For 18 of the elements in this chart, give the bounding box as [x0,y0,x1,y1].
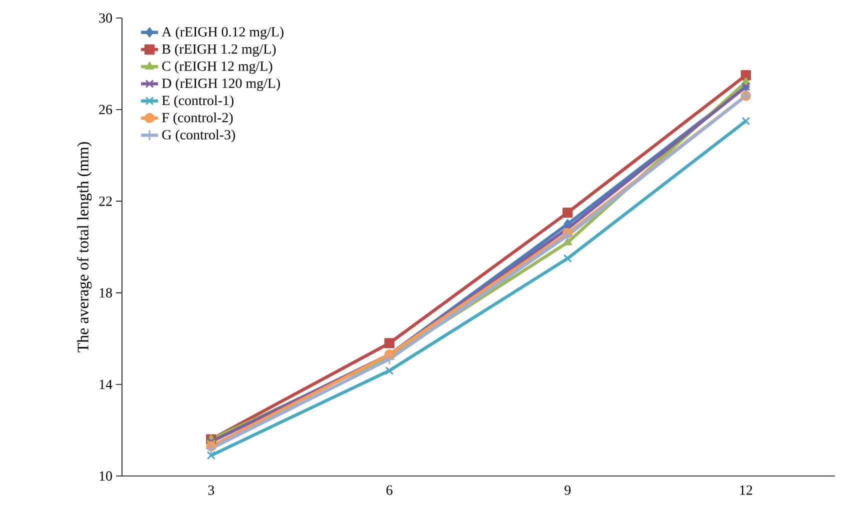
legend-label: F (control-2) [162,112,233,126]
y-tick-label: 26 [99,104,112,114]
y-tick-label: 14 [100,380,112,389]
legend-label: G (control-3) [162,130,236,142]
legend-label: C (rEIGH 12 mg/L) [162,61,272,74]
x-tick-label: 3 [208,486,214,495]
x-tick-label: 9 [564,486,571,495]
y-tick-label: 22 [99,196,112,206]
y-tick-label: 18 [100,288,112,298]
legend-label: E (control-1) [162,95,234,108]
y-axis-title: The average of total length (mm) [77,142,92,352]
legend-label: B (rEIGH 1.2 mg/L) [162,44,276,57]
legend-label: A (rEIGH 0.12 mg/L) [162,26,284,40]
legend-label: D (rEIGH 120 mg/L) [162,78,280,91]
y-tick-label: 10 [100,471,112,481]
y-tick-label: 30 [99,13,112,23]
x-tick-label: 6 [386,486,392,495]
x-tick-label: 12 [740,486,752,495]
